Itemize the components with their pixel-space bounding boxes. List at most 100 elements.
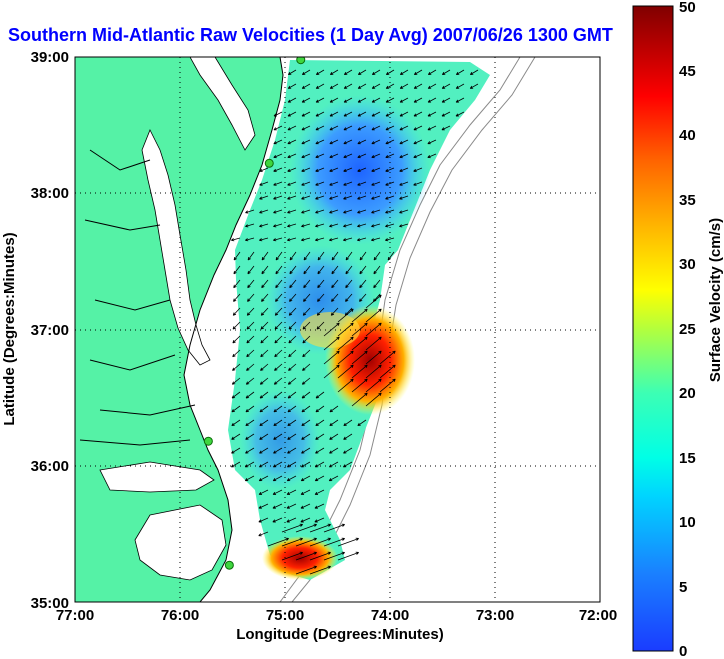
x-axis-label: Longitude (Degrees:Minutes) — [236, 626, 444, 643]
velocity-arrow — [273, 223, 283, 228]
velocity-arrow — [289, 293, 297, 302]
velocity-arrow — [289, 265, 297, 275]
velocity-arrow — [323, 551, 345, 561]
velocity-arrow — [371, 97, 381, 103]
velocity-arrow — [427, 139, 437, 145]
velocity-arrow — [287, 69, 297, 76]
velocity-arrow — [274, 335, 283, 344]
velocity-arrow — [246, 335, 255, 344]
velocity-arrow — [373, 279, 381, 289]
velocity-arrow — [343, 139, 353, 145]
velocity-arrow — [275, 279, 283, 289]
velocity-arrow — [287, 125, 297, 131]
velocity-arrow — [244, 461, 255, 468]
velocity-arrow — [427, 111, 437, 117]
velocity-arrow — [317, 251, 325, 261]
velocity-arrow — [273, 391, 283, 399]
velocity-arrow — [260, 307, 269, 316]
velocity-arrow — [261, 265, 269, 275]
velocity-arrow — [441, 83, 451, 89]
colorbar-tick-label: 50 — [679, 0, 696, 16]
velocity-arrow — [385, 237, 395, 242]
velocity-arrow — [231, 377, 241, 385]
velocity-arrow — [413, 153, 423, 159]
velocity-arrow — [272, 503, 283, 509]
velocity-arrow — [274, 321, 283, 330]
velocity-arrow — [357, 181, 367, 186]
velocity-arrow — [359, 293, 367, 302]
velocity-arrow — [288, 363, 297, 371]
velocity-arrow — [351, 350, 368, 365]
velocity-arrow — [300, 475, 311, 482]
velocity-arrow — [455, 111, 465, 117]
velocity-arrow — [343, 237, 353, 242]
velocity-arrow — [287, 419, 297, 427]
velocity-arrow — [399, 97, 409, 103]
velocity-arrow — [337, 308, 354, 323]
velocity-arrow — [385, 111, 395, 117]
velocity-arrow — [287, 111, 297, 117]
velocity-arrow — [260, 349, 269, 358]
colorbar-tick-label: 40 — [679, 127, 696, 144]
velocity-arrow — [281, 523, 303, 533]
river-lines — [79, 149, 196, 446]
velocity-arrow — [357, 111, 367, 117]
velocity-arrow — [345, 265, 353, 275]
velocity-arrow — [329, 181, 339, 186]
velocity-arrow — [275, 265, 283, 275]
velocity-arrow — [301, 181, 311, 186]
velocity-arrow — [301, 237, 311, 242]
velocity-arrow — [259, 433, 269, 440]
velocity-arrow — [286, 503, 297, 509]
velocity-arrow — [273, 447, 283, 454]
velocity-arrow — [329, 97, 339, 103]
velocity-arrow — [371, 139, 381, 145]
velocity-arrow — [329, 237, 339, 242]
velocity-arrow — [331, 279, 339, 289]
velocity-arrow — [301, 419, 311, 427]
velocity-arrow — [295, 565, 317, 575]
velocity-arrow — [245, 405, 255, 413]
velocity-arrow — [323, 322, 340, 337]
velocity-arrow — [315, 153, 325, 159]
velocity-arrow — [274, 363, 283, 371]
velocity-arrow — [258, 475, 269, 482]
velocity-arrow — [342, 461, 353, 468]
velocity-arrow — [245, 391, 255, 399]
velocity-arrow — [316, 307, 325, 316]
velocity-arrow — [287, 223, 297, 228]
velocity-arrow — [273, 433, 283, 440]
velocity-arrow — [301, 111, 311, 117]
velocity-arrow — [337, 537, 359, 547]
velocity-arrow — [357, 139, 367, 145]
velocity-arrow — [343, 69, 353, 76]
velocity-arrow — [385, 83, 395, 89]
velocity-arrow — [232, 321, 241, 330]
velocity-arrow — [399, 111, 409, 117]
velocity-arrow — [287, 167, 297, 172]
velocity-arrow — [365, 336, 382, 351]
velocity-arrow — [259, 419, 269, 427]
velocity-arrow — [245, 377, 255, 385]
velocity-arrow — [399, 69, 409, 76]
velocity-arrow — [295, 537, 317, 547]
velocity-arrow — [273, 181, 283, 186]
velocity-arrow — [272, 475, 283, 482]
velocity-arrow — [371, 111, 381, 117]
velocity-arrow — [427, 83, 437, 89]
velocity-arrow — [359, 279, 367, 289]
velocity-arrow — [232, 307, 241, 316]
velocity-arrow — [233, 251, 241, 261]
colorbar-tick-label: 35 — [679, 192, 696, 209]
velocity-arrow — [260, 335, 269, 344]
velocity-arrow — [301, 447, 311, 454]
x-tick-label: 72:00 — [579, 607, 617, 624]
velocity-arrow — [387, 251, 395, 261]
velocity-arrow — [315, 433, 325, 440]
velocity-arrow — [272, 489, 283, 495]
velocity-arrow — [345, 293, 353, 302]
colorbar-label: Surface Velocity (cm/s) — [707, 218, 724, 382]
velocity-arrow — [413, 83, 423, 89]
velocity-arrow — [245, 419, 255, 427]
velocity-arrow — [357, 419, 367, 427]
